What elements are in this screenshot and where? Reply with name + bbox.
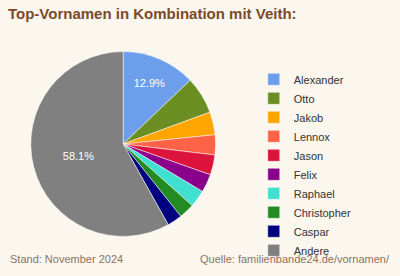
- svg-text:Raphael: Raphael: [294, 188, 335, 200]
- svg-text:Christopher: Christopher: [294, 207, 351, 219]
- svg-text:Andere: Andere: [294, 245, 329, 257]
- svg-text:Jakob: Jakob: [294, 112, 323, 124]
- svg-text:58.1%: 58.1%: [63, 150, 94, 162]
- svg-text:Alexander: Alexander: [294, 74, 344, 86]
- svg-text:Lennox: Lennox: [294, 131, 331, 143]
- svg-text:Quelle: familienbande24.de/vor: Quelle: familienbande24.de/vornamen/: [200, 253, 390, 265]
- svg-text:Jason: Jason: [294, 150, 323, 162]
- svg-text:Felix: Felix: [294, 169, 318, 181]
- svg-text:Stand: November 2024: Stand: November 2024: [10, 253, 123, 265]
- svg-text:Caspar: Caspar: [294, 226, 330, 238]
- svg-text:Top-Vornamen in Kombination mi: Top-Vornamen in Kombination mit Veith:: [8, 5, 297, 22]
- svg-text:12.9%: 12.9%: [134, 77, 165, 89]
- svg-text:Otto: Otto: [294, 93, 315, 105]
